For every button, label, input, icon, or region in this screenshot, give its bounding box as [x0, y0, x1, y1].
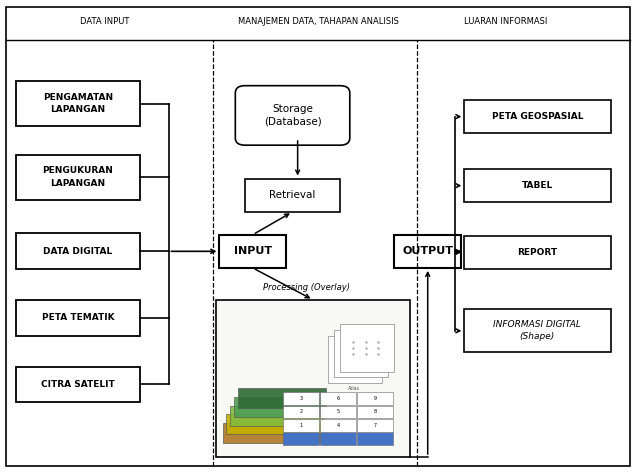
Text: 1: 1 — [300, 423, 303, 427]
Bar — [320, 392, 356, 405]
Bar — [223, 423, 321, 443]
Text: OUTPUT: OUTPUT — [402, 246, 453, 257]
Text: INFORMASI DIGITAL: INFORMASI DIGITAL — [494, 320, 581, 329]
Text: PENGUKURAN: PENGUKURAN — [43, 167, 113, 176]
Text: LAPANGAN: LAPANGAN — [50, 179, 106, 188]
Bar — [394, 235, 461, 268]
Bar — [464, 309, 611, 352]
FancyBboxPatch shape — [235, 86, 350, 145]
Text: (Shape): (Shape) — [520, 332, 555, 341]
Bar — [283, 406, 319, 418]
Text: DATA INPUT: DATA INPUT — [80, 17, 130, 26]
Bar — [238, 388, 326, 408]
Bar — [283, 432, 319, 445]
Text: Processing (Overlay): Processing (Overlay) — [263, 284, 350, 292]
Text: DATA DIGITAL: DATA DIGITAL — [43, 247, 113, 256]
Text: CITRA SATELIT: CITRA SATELIT — [41, 380, 114, 389]
Text: PETA TEMATIK: PETA TEMATIK — [41, 313, 114, 322]
Text: LAPANGAN: LAPANGAN — [50, 105, 106, 114]
Bar — [283, 419, 319, 432]
Bar — [216, 300, 410, 457]
Bar — [320, 406, 356, 418]
Bar — [219, 235, 286, 268]
Text: MANAJEMEN DATA, TAHAPAN ANALISIS: MANAJEMEN DATA, TAHAPAN ANALISIS — [238, 17, 398, 26]
Bar — [320, 432, 356, 445]
Text: 9: 9 — [374, 396, 377, 401]
Text: 3: 3 — [300, 396, 303, 401]
Text: 7: 7 — [374, 423, 377, 427]
Text: 5: 5 — [337, 409, 340, 414]
Text: Retrieval: Retrieval — [270, 190, 315, 200]
Text: TABEL: TABEL — [522, 181, 553, 190]
Bar — [16, 367, 140, 402]
Bar — [245, 178, 340, 212]
Bar — [226, 414, 322, 434]
Bar — [464, 169, 611, 202]
Text: INPUT: INPUT — [234, 246, 272, 257]
Bar — [328, 336, 382, 383]
Bar — [16, 155, 140, 200]
Text: 6: 6 — [337, 396, 340, 401]
Bar — [357, 406, 393, 418]
Bar — [16, 233, 140, 269]
Bar — [464, 100, 611, 133]
Bar — [464, 236, 611, 269]
Text: PETA GEOSPASIAL: PETA GEOSPASIAL — [492, 112, 583, 121]
Bar — [357, 419, 393, 432]
Text: (Database): (Database) — [264, 117, 321, 127]
Text: PENGAMATAN: PENGAMATAN — [43, 93, 113, 102]
Text: REPORT: REPORT — [517, 248, 558, 257]
Bar — [16, 81, 140, 126]
Text: Storage: Storage — [272, 104, 313, 114]
Bar — [334, 330, 388, 377]
Text: 8: 8 — [374, 409, 377, 414]
Text: Atlas: Atlas — [348, 386, 361, 391]
Bar — [283, 392, 319, 405]
Bar — [320, 419, 356, 432]
Bar — [16, 300, 140, 336]
Bar — [357, 392, 393, 405]
Text: LUARAN INFORMASI: LUARAN INFORMASI — [464, 17, 548, 26]
Bar — [234, 397, 325, 417]
Bar — [340, 324, 394, 372]
Bar — [230, 406, 324, 426]
Bar — [357, 432, 393, 445]
Text: 4: 4 — [337, 423, 340, 427]
Text: 2: 2 — [300, 409, 303, 414]
